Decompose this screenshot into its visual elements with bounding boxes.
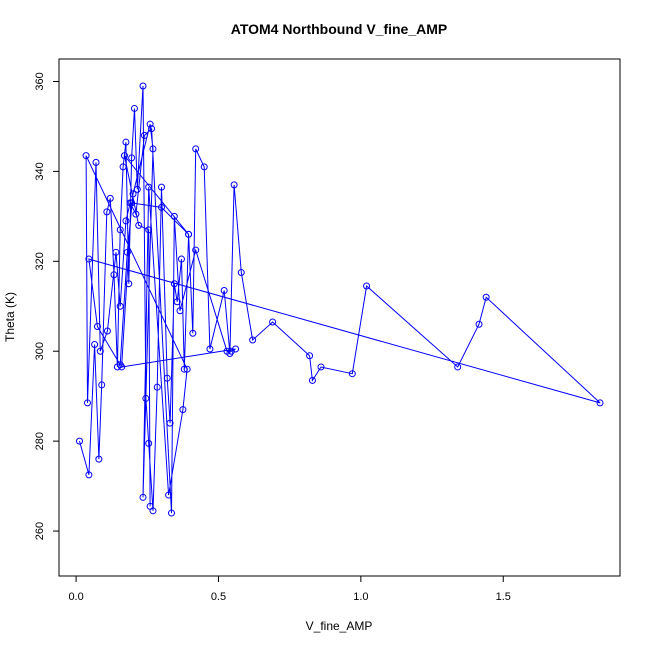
series-line (79, 85, 601, 514)
data-point (308, 376, 316, 384)
data-point (120, 152, 128, 160)
data-point (139, 493, 147, 501)
data-point (189, 329, 197, 337)
data-point (83, 399, 91, 407)
data-point (158, 183, 166, 191)
data-point (249, 336, 257, 344)
data-point (106, 194, 114, 202)
data-point (149, 145, 157, 153)
data-point (206, 345, 214, 353)
data-point (363, 282, 371, 290)
data-point (112, 248, 120, 256)
data-point (166, 419, 174, 427)
data-point (148, 125, 156, 133)
data-point (110, 271, 118, 279)
data-point (116, 226, 124, 234)
data-point (482, 293, 490, 301)
data-point (145, 226, 153, 234)
data-point (103, 208, 111, 216)
data-point (232, 345, 240, 353)
data-point (165, 491, 173, 499)
data-point (85, 471, 93, 479)
data-point (183, 365, 191, 373)
data-point (185, 230, 193, 238)
data-point (130, 104, 138, 112)
y-tick-label: 340 (34, 162, 46, 180)
data-point (85, 255, 93, 263)
data-point (125, 280, 133, 288)
data-point (98, 381, 106, 389)
data-point (116, 302, 124, 310)
y-tick-label: 280 (34, 432, 46, 450)
data-point (170, 280, 178, 288)
y-axis: 260 280 300 320 340 360 (34, 72, 60, 540)
data-point (135, 221, 143, 229)
data-point (173, 298, 181, 306)
data-point (132, 210, 140, 218)
data-point (179, 406, 187, 414)
data-point (96, 347, 104, 355)
data-point (119, 163, 127, 171)
data-point (103, 327, 111, 335)
data-point (454, 363, 462, 371)
x-axis-label: V_fine_AMP (306, 619, 373, 633)
data-point (128, 199, 136, 207)
data-point (133, 185, 141, 193)
data-point (76, 437, 84, 445)
data-point (167, 509, 175, 517)
data-point (140, 131, 148, 139)
data-point (145, 439, 153, 447)
data-point (142, 394, 150, 402)
data-point (153, 383, 161, 391)
data-point (227, 347, 235, 355)
data-point (348, 370, 356, 378)
data-point (139, 82, 147, 90)
data-point (158, 203, 166, 211)
data-point (146, 502, 154, 510)
data-point (92, 158, 100, 166)
data-point (177, 255, 185, 263)
data-point (230, 181, 238, 189)
data-point (122, 217, 130, 225)
data-point (220, 287, 228, 295)
data-point (237, 269, 245, 277)
data-point (176, 307, 184, 315)
x-tick-label: 1.5 (496, 591, 511, 603)
data-point (95, 455, 103, 463)
data-point (128, 154, 136, 162)
y-tick-label: 300 (34, 342, 46, 360)
data-point (146, 120, 154, 128)
data-point (475, 320, 483, 328)
chart-title: ATOM4 Northbound V_fine_AMP (231, 21, 447, 37)
data-point (170, 212, 178, 220)
data-point (91, 340, 99, 348)
data-point (123, 248, 131, 256)
data-point (129, 190, 137, 198)
data-point (122, 138, 130, 146)
data-point (269, 318, 277, 326)
data-series (76, 82, 604, 517)
data-point (180, 365, 188, 373)
data-point (163, 374, 171, 382)
data-point (145, 183, 153, 191)
data-point (596, 399, 604, 407)
x-tick-label: 0.5 (211, 591, 226, 603)
data-point (93, 322, 101, 330)
x-tick-label: 1.0 (353, 591, 368, 603)
x-tick-label: 0.0 (68, 591, 83, 603)
x-axis: 0.0 0.5 1.0 1.5 (68, 575, 511, 603)
y-tick-label: 360 (34, 72, 46, 90)
data-point (200, 163, 208, 171)
data-point (82, 152, 90, 160)
data-point (306, 352, 314, 360)
y-axis-label: Theta (K) (3, 292, 17, 342)
y-tick-label: 320 (34, 252, 46, 270)
data-point (192, 246, 200, 254)
data-point (223, 347, 231, 355)
data-point (118, 363, 126, 371)
y-tick-label: 260 (34, 522, 46, 540)
data-point (192, 145, 200, 153)
data-point (317, 363, 325, 371)
